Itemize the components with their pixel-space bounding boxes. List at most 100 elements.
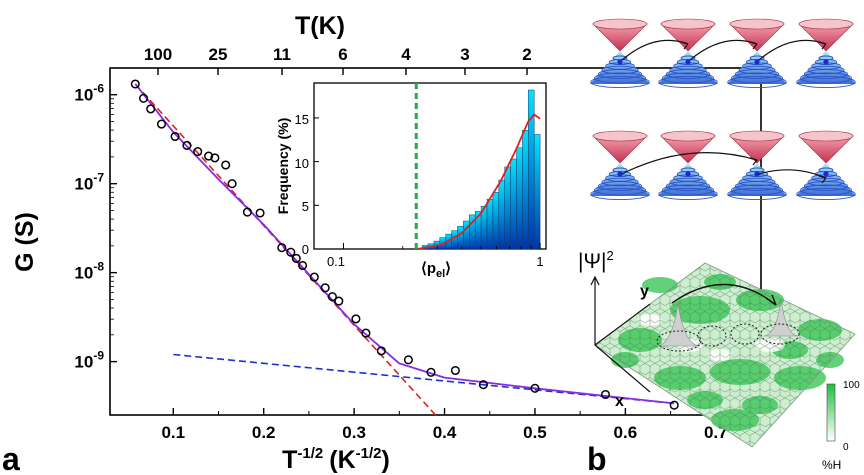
- data-point: [600, 389, 611, 400]
- colorbar-min: 0: [843, 442, 849, 453]
- electron-dot: [754, 171, 760, 177]
- psi-label: |Ψ|2: [578, 248, 614, 273]
- valence-cone-contour: [662, 184, 714, 196]
- data-point: [221, 160, 231, 170]
- dirac-cone: [658, 130, 718, 201]
- data-point: [376, 346, 386, 356]
- valence-cone-contour: [662, 72, 714, 84]
- hopping-arc: [758, 39, 827, 61]
- panel-label-a: a: [2, 441, 20, 475]
- valence-cone: [727, 163, 787, 196]
- electron-dot: [685, 171, 691, 177]
- x-tick-label: 0.4: [433, 423, 457, 442]
- valence-cone-contour: [597, 69, 643, 79]
- graphene-lattice-illustration: |Ψ|2 y x 100 0 %H: [578, 248, 860, 472]
- dirac-cone: [590, 130, 650, 201]
- panel-label-b: b: [587, 441, 607, 475]
- y-tick-label: 10-9: [74, 349, 104, 372]
- top-tick-label: 3: [460, 45, 469, 64]
- conduction-cone-rim: [592, 18, 648, 30]
- y-axis-title: G (S): [11, 212, 39, 272]
- hopping-arc-head: [818, 41, 827, 50]
- inset-x-title: ⟨pel⟩: [421, 260, 451, 280]
- data-point: [291, 253, 301, 263]
- histogram-bar: [533, 134, 541, 250]
- electron-dot: [823, 59, 829, 65]
- x-axis-label: x: [615, 393, 624, 410]
- inset-x-tick: 0.1: [327, 254, 345, 269]
- x-tick-label: 0.2: [252, 423, 276, 442]
- valence-cone-contour: [669, 65, 707, 75]
- x-tick-label: 0.1: [161, 423, 185, 442]
- inset-histogram: 0 5 10 15 0.1 1 Frequency (%) ⟨pel⟩: [275, 82, 547, 280]
- y-axis: [594, 303, 651, 346]
- hopping-arc: [621, 152, 758, 175]
- conduction-cone-rim: [798, 130, 854, 142]
- data-point: [351, 314, 361, 324]
- inset-tick-marks: [314, 117, 541, 250]
- electron-dot: [617, 59, 623, 65]
- y-tick-label: 10-7: [74, 171, 104, 194]
- conduction-cone-rim: [729, 130, 785, 142]
- valence-cone-contour: [800, 184, 852, 196]
- electron-dot: [685, 59, 691, 65]
- y-tick-labels: 10-6 10-7 10-8 10-9: [74, 82, 104, 372]
- valence-cone-contour: [731, 184, 783, 196]
- data-point: [138, 93, 149, 103]
- inset-y-tick: 10: [295, 156, 309, 171]
- x-tick-label: 0.3: [342, 423, 366, 442]
- valence-cone-contour: [738, 177, 776, 187]
- data-point: [530, 383, 540, 393]
- lattice-edge: [594, 262, 856, 448]
- conduction-cone-rim: [660, 130, 716, 142]
- data-point: [309, 272, 319, 282]
- data-point: [403, 355, 413, 365]
- valence-cone-contour: [665, 181, 711, 191]
- valence-cone-contour: [738, 65, 776, 75]
- data-points: [130, 79, 679, 410]
- histogram-bar: [451, 230, 458, 250]
- data-point: [361, 328, 371, 338]
- histogram-bar: [457, 226, 464, 250]
- x-axis-title: T-1/2 (K-1/2): [282, 445, 390, 474]
- top-tick-label: 11: [273, 45, 291, 64]
- hopping-arc-head: [749, 41, 758, 50]
- top-tick-marks: [157, 68, 528, 75]
- data-point: [170, 131, 180, 142]
- hopping-arrow: [671, 283, 777, 306]
- histogram-bar: [492, 191, 500, 250]
- main-plot: 0.1 0.2 0.3 0.4 0.5 0.6 0.7 100 25 11 6 …: [11, 12, 762, 474]
- data-point: [426, 367, 436, 377]
- top-axis-title: T(K): [295, 12, 345, 40]
- y-tick-marks: [110, 93, 117, 363]
- inset-fit-curve: [418, 113, 541, 250]
- dirac-cone: [590, 18, 650, 89]
- colorbar-unit: %H: [822, 458, 841, 472]
- wavefunction-peak: [656, 302, 701, 347]
- hopping-arrowhead: [765, 294, 777, 306]
- valence-cone: [658, 163, 718, 196]
- data-point: [130, 79, 140, 89]
- data-point: [182, 140, 192, 150]
- data-point: [227, 179, 237, 189]
- valence-cone-contour: [590, 187, 650, 201]
- dirac-cone: [796, 130, 856, 201]
- conduction-cone-rim: [798, 18, 854, 30]
- data-point: [327, 292, 337, 302]
- hydrogen-patch: [642, 277, 678, 293]
- valence-cone-contour: [796, 75, 856, 89]
- data-point: [156, 119, 167, 129]
- dirac-cone: [727, 18, 787, 89]
- top-tick-label: 100: [144, 45, 172, 64]
- data-point: [450, 365, 460, 376]
- data-point: [277, 243, 287, 253]
- data-point: [669, 400, 679, 410]
- top-tick-labels: 100 25 11 6 4 3 2: [144, 45, 532, 64]
- conduction-cone-rim: [592, 130, 648, 142]
- inset-y-tick: 15: [295, 112, 309, 127]
- data-point: [146, 104, 156, 114]
- histogram-bar: [510, 158, 517, 250]
- y-axis-label: y: [640, 283, 649, 300]
- conduction-cone-rim: [729, 18, 785, 30]
- x-tick-marks: [172, 408, 717, 415]
